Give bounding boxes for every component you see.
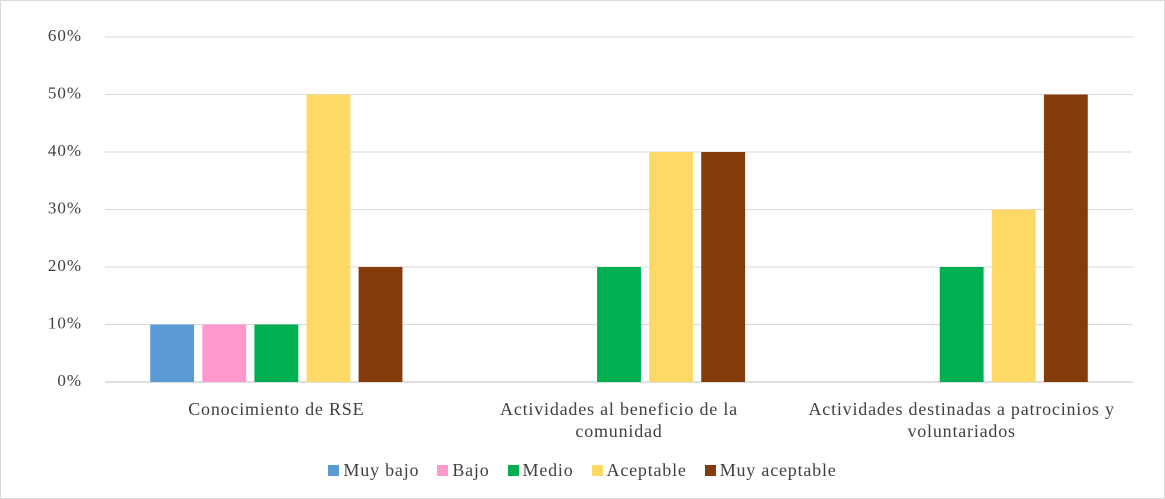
- bar: [649, 152, 694, 382]
- bar: [939, 267, 984, 382]
- legend-label: Aceptable: [606, 460, 687, 480]
- legend-item: Muy aceptable: [704, 460, 837, 481]
- x-tick-label: Conocimiento de RSE: [188, 399, 365, 419]
- bar: [1043, 94, 1088, 382]
- y-tick-label: 30%: [48, 198, 82, 217]
- legend-swatch: [328, 465, 340, 476]
- legend-item: Muy bajo: [328, 460, 419, 481]
- y-tick-label: 60%: [48, 26, 82, 45]
- legend-swatch: [704, 465, 716, 476]
- y-tick-label: 40%: [48, 141, 82, 160]
- bar: [701, 152, 746, 382]
- legend-swatch: [507, 465, 519, 476]
- y-tick-label: 10%: [48, 313, 82, 332]
- bar: [991, 209, 1036, 382]
- y-tick-label: 20%: [48, 256, 82, 275]
- bar: [202, 324, 247, 382]
- bar: [254, 324, 299, 382]
- x-tick-label: Actividades al beneficio de la comunidad: [500, 399, 738, 441]
- legend: Muy bajo Bajo Medio Aceptable Muy aceptable: [0, 460, 1165, 481]
- legend-item: Aceptable: [591, 460, 687, 481]
- legend-label: Medio: [522, 460, 574, 480]
- legend-item: Medio: [507, 460, 574, 481]
- legend-label: Muy bajo: [343, 460, 420, 480]
- bar: [306, 94, 351, 382]
- legend-swatch: [437, 465, 449, 476]
- legend-label: Bajo: [452, 460, 490, 480]
- legend-item: Bajo: [437, 460, 489, 481]
- y-tick-label: 50%: [48, 83, 82, 102]
- y-tick-label: 0%: [57, 371, 82, 390]
- x-tick-label: Actividades destinadas a patrocinios y v…: [808, 399, 1115, 441]
- bar: [597, 267, 641, 382]
- legend-swatch: [591, 465, 603, 476]
- legend-label: Muy aceptable: [719, 460, 837, 480]
- bar: [358, 267, 403, 382]
- bar: [150, 324, 195, 382]
